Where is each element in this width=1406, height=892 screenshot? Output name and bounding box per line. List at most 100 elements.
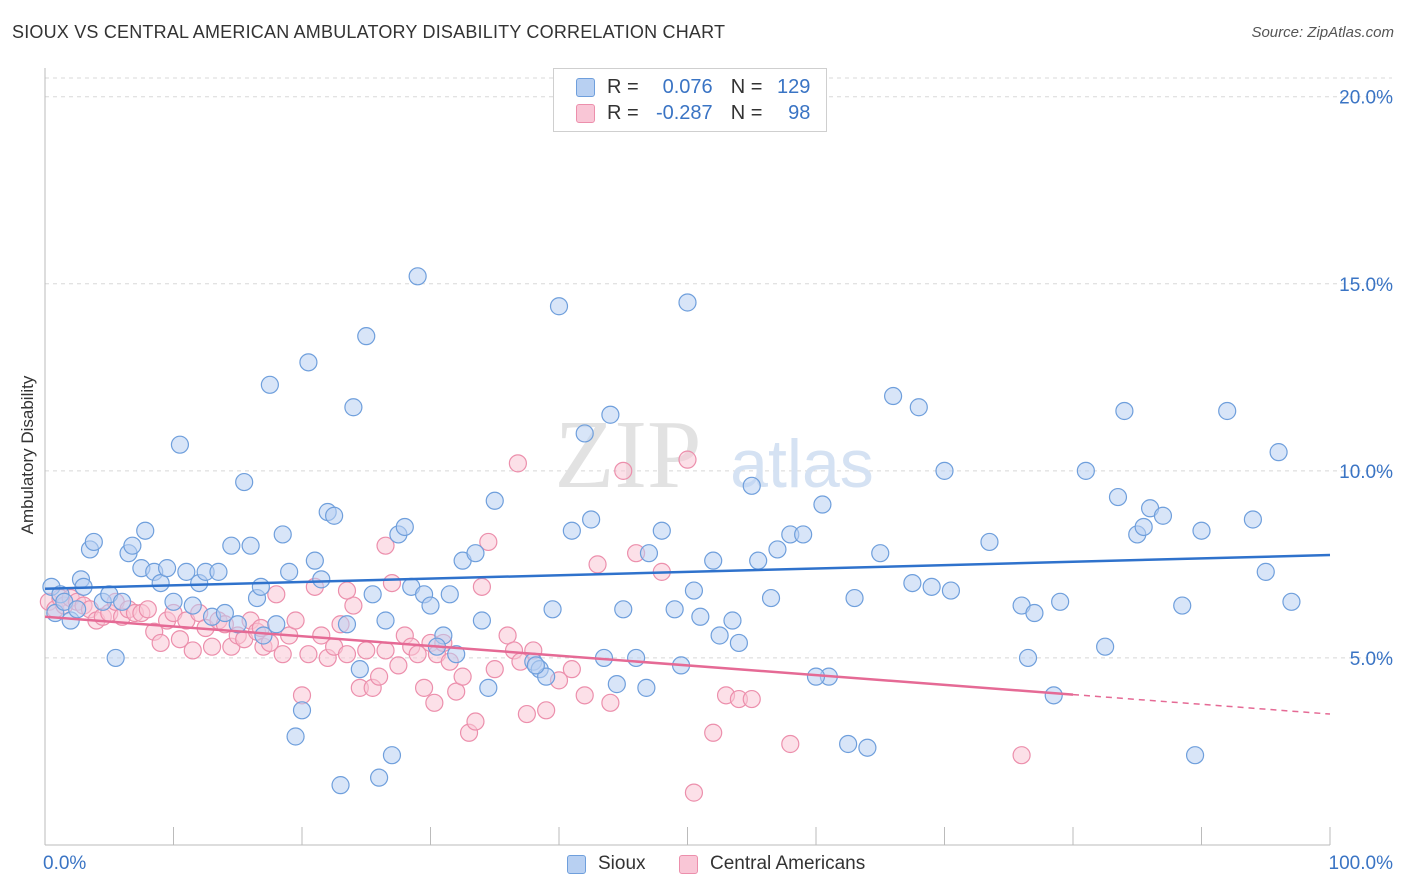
central-americans-point	[678, 450, 697, 469]
sioux-point	[845, 588, 864, 608]
sioux-point	[909, 398, 928, 417]
central-americans-point	[382, 573, 402, 593]
y-tick-label: 10.0%	[1339, 462, 1393, 483]
central-americans-point	[376, 536, 395, 555]
sioux-point	[273, 525, 292, 544]
sioux-point	[626, 648, 646, 668]
sioux-point	[1018, 648, 1038, 668]
sioux-point	[761, 588, 781, 608]
n-label: N =	[730, 75, 763, 98]
sioux-point	[251, 577, 270, 596]
sioux-point	[157, 559, 177, 578]
sioux-point	[637, 678, 656, 697]
sioux-point	[1282, 592, 1301, 611]
sioux-point	[794, 525, 813, 544]
sioux-point	[241, 536, 260, 555]
sioux-point	[286, 727, 305, 746]
source-label: Source: ZipAtlas.com	[1251, 24, 1394, 41]
central-americans-points	[39, 450, 1031, 802]
sioux-point	[903, 573, 922, 593]
legend-row-sioux: R = 0.076 N = 129	[576, 75, 810, 99]
sioux-point	[312, 570, 331, 589]
sioux-point	[1153, 506, 1173, 525]
central-americans-point	[414, 678, 434, 697]
sioux-point	[170, 435, 190, 454]
trend-lines	[44, 553, 1331, 715]
sioux-point	[665, 600, 684, 619]
sioux-point	[440, 585, 459, 604]
sioux-point	[1076, 461, 1095, 480]
sioux-point	[447, 645, 466, 664]
central-americans-point	[453, 667, 472, 686]
central-americans-point	[183, 641, 202, 660]
legend-item-sioux: Sioux	[567, 852, 646, 876]
central-americans-point	[170, 630, 190, 649]
central-americans-point	[742, 689, 761, 709]
central-americans-point	[202, 637, 222, 656]
central-americans-point	[425, 693, 444, 712]
sioux-point	[123, 536, 142, 555]
sioux-point	[710, 626, 729, 645]
central-americans-point	[1012, 746, 1031, 765]
central-americans-point	[337, 581, 357, 600]
legend-item-central-americans: Central Americans	[679, 852, 865, 876]
sioux-point	[813, 495, 832, 514]
central-americans-point	[337, 645, 357, 664]
central-americans-point	[299, 645, 318, 664]
central-americans-point	[286, 611, 305, 630]
y-tick-labels: 5.0% 10.0% 15.0% 20.0%	[1339, 88, 1393, 670]
sioux-trend-line	[44, 553, 1331, 590]
sioux-point	[729, 633, 749, 653]
central-americans-point	[498, 626, 517, 645]
sioux-point	[164, 592, 183, 611]
sioux-point	[331, 776, 350, 795]
sioux-point	[222, 536, 241, 555]
axes	[44, 68, 1331, 846]
sioux-point	[68, 600, 87, 619]
sioux-point	[1044, 686, 1063, 705]
sioux-point	[768, 540, 787, 559]
watermark: ZIP atlas	[555, 401, 874, 509]
central-americans-point	[508, 454, 527, 473]
central-americans-point	[267, 585, 286, 604]
central-americans-point	[151, 633, 170, 653]
y-tick-label: 5.0%	[1350, 649, 1393, 670]
sioux-point	[408, 267, 427, 286]
n-value: 129	[777, 75, 811, 98]
legend-row-central-americans: R = -0.287 N = 98	[576, 101, 810, 125]
sioux-point	[209, 562, 228, 581]
sioux-point	[466, 544, 485, 563]
sioux-point	[526, 656, 545, 675]
r-label: R =	[607, 101, 639, 124]
sioux-point	[395, 517, 414, 537]
central-americans-trend-line	[44, 615, 1074, 696]
sioux-point	[1173, 596, 1192, 615]
sioux-point	[1134, 517, 1153, 537]
sioux-point	[1269, 443, 1288, 462]
x-tick-label-min: 0.0%	[43, 853, 87, 874]
sioux-point	[177, 562, 196, 581]
central-americans-point	[601, 693, 620, 712]
sioux-point	[1115, 401, 1134, 421]
central-americans-point	[781, 734, 800, 754]
sioux-point	[839, 734, 858, 754]
sioux-point	[614, 600, 633, 619]
central-americans-trend-extension	[1072, 693, 1331, 715]
central-americans-point	[447, 682, 466, 701]
sioux-point	[235, 472, 254, 492]
y-tick-label: 15.0%	[1339, 275, 1393, 296]
x-tick-label-max: 100.0%	[1328, 853, 1393, 874]
central-americans-point	[485, 660, 504, 679]
sioux-point	[1192, 521, 1211, 540]
sioux-point	[883, 386, 903, 406]
central-americans-point	[472, 577, 491, 596]
sioux-point	[1218, 401, 1237, 421]
sioux-point	[684, 581, 704, 600]
sioux-point	[136, 521, 155, 540]
sioux-point	[575, 424, 594, 443]
sioux-point	[704, 551, 723, 570]
central-americans-point	[389, 656, 408, 675]
central-americans-point	[376, 641, 395, 660]
sioux-point	[344, 398, 363, 417]
